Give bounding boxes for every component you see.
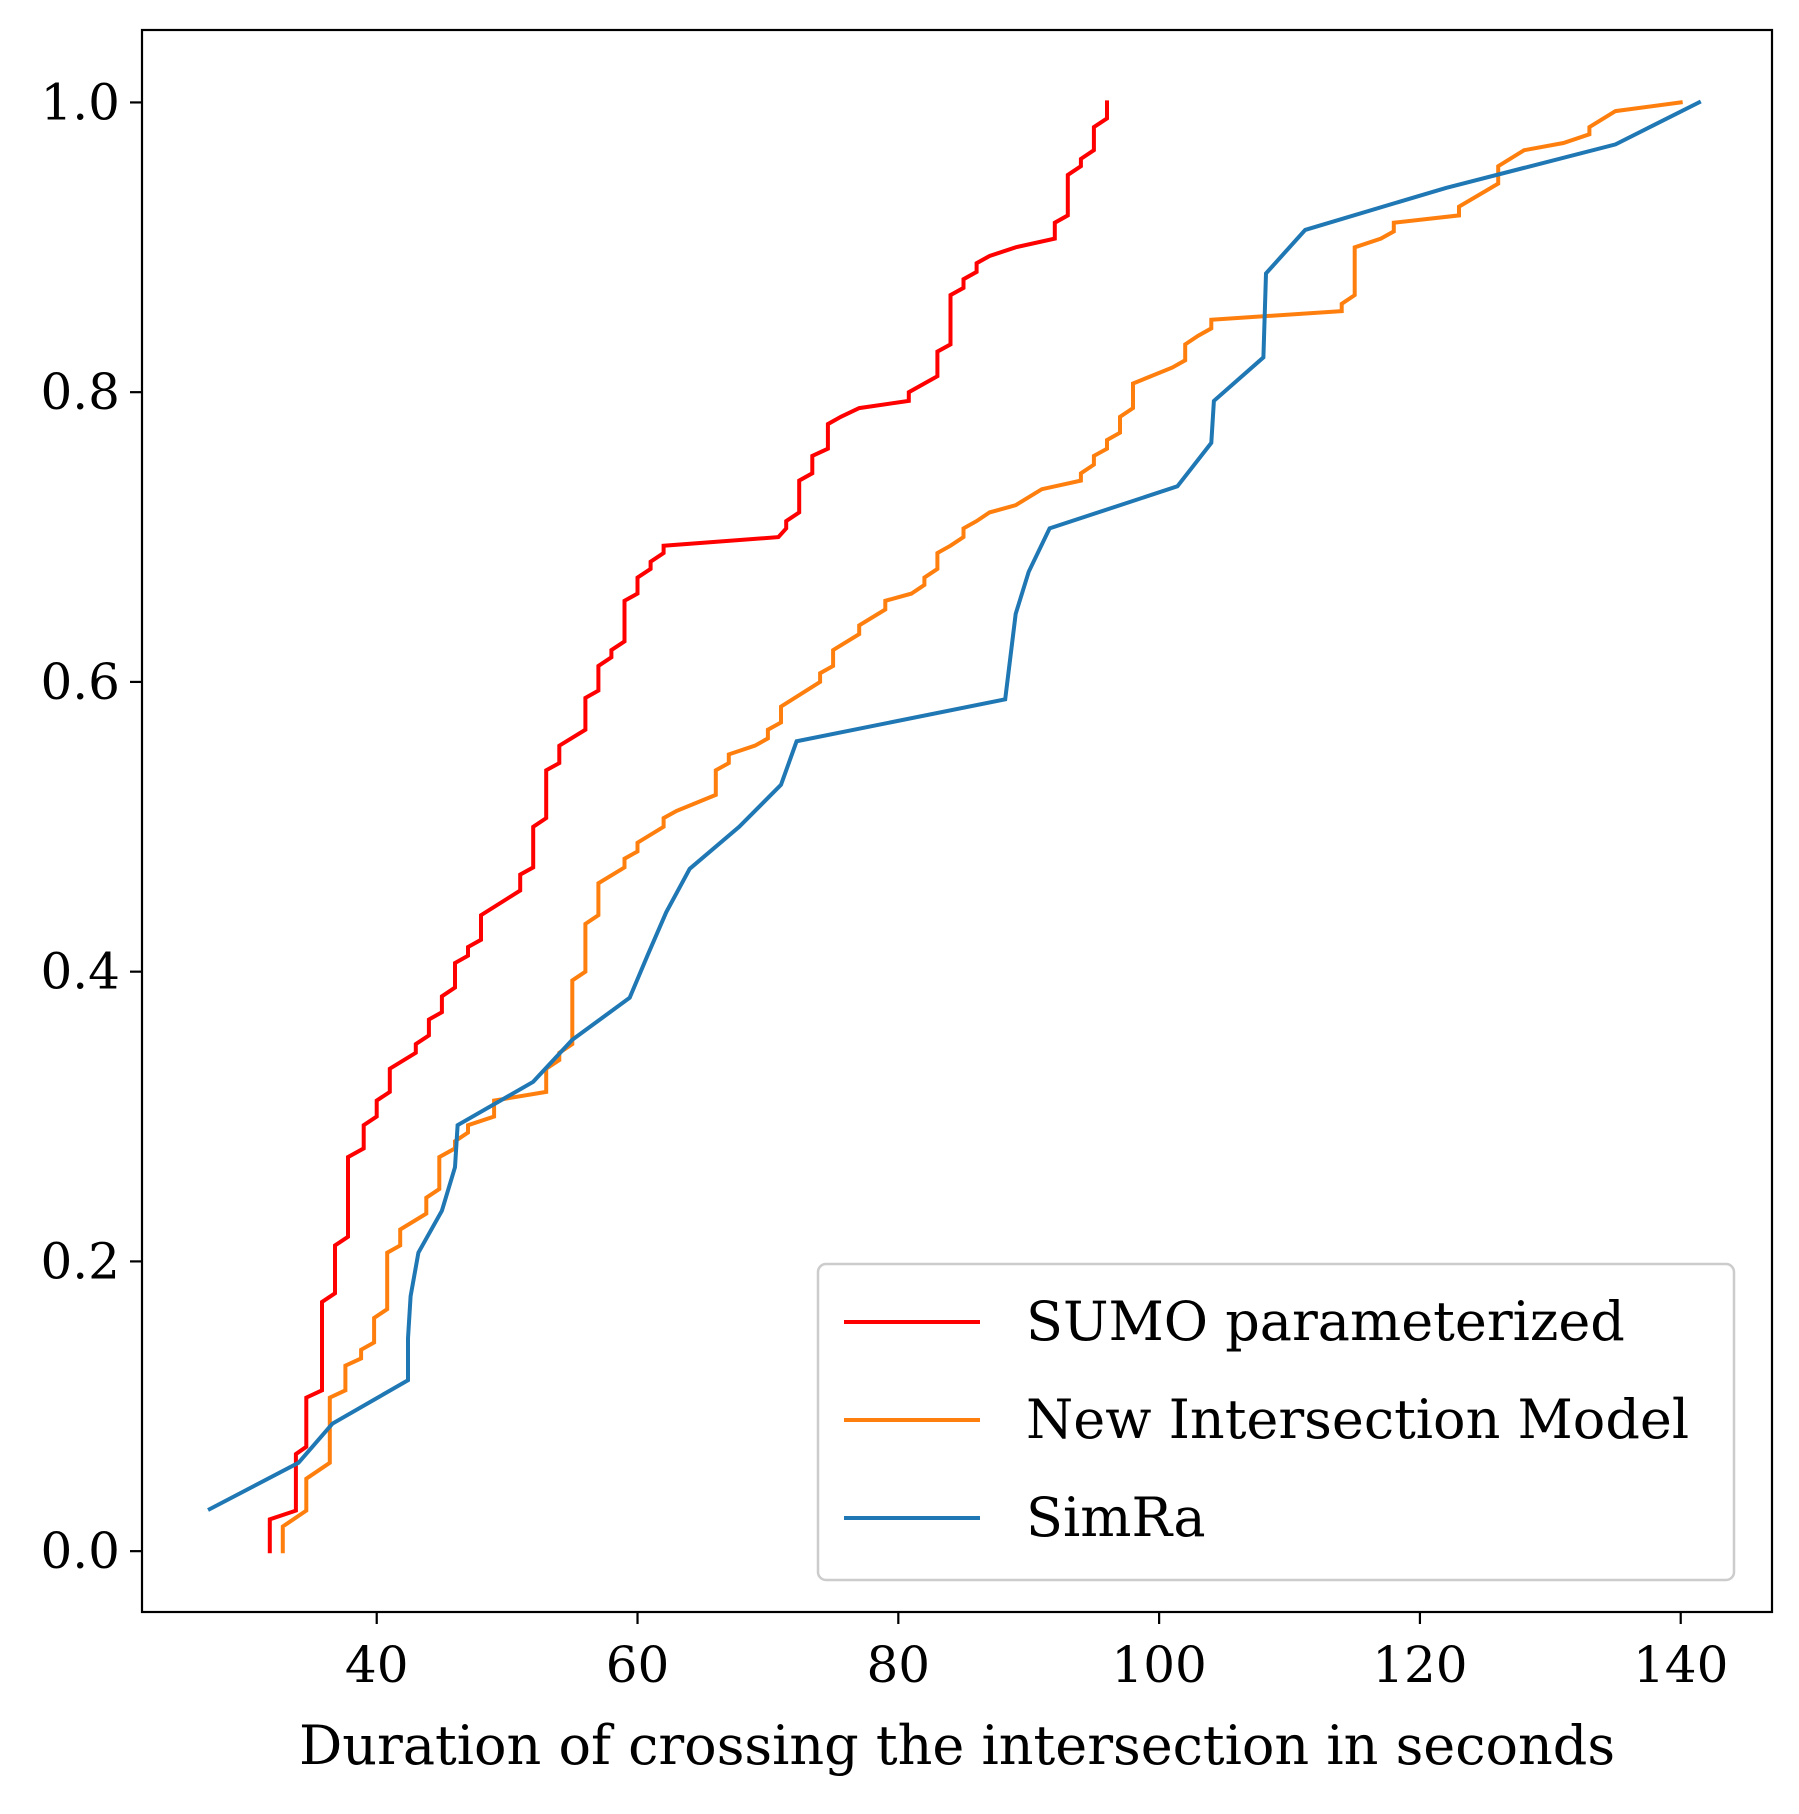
- x-tick-label: 60: [606, 1636, 670, 1694]
- legend-label-simra: SimRa: [1026, 1486, 1206, 1549]
- y-tick-label: 0.2: [40, 1232, 120, 1290]
- x-tick-label: 40: [345, 1636, 409, 1694]
- plot-frame: [140, 28, 1774, 1614]
- legend-box: [816, 1262, 1736, 1582]
- x-axis-label: Duration of crossing the intersection in…: [299, 1714, 1615, 1777]
- y-tick-label: 0.4: [40, 943, 120, 1001]
- series-layer: [207, 99, 1702, 1554]
- y-axis: 0.0 0.2 0.4 0.6 0.8 1.0: [40, 73, 142, 1580]
- y-tick-label: 0.0: [40, 1522, 120, 1580]
- x-tick-label: 100: [1111, 1636, 1206, 1694]
- series-line-new-intersection-model: [280, 100, 1683, 1554]
- y-tick-label: 0.6: [40, 653, 120, 711]
- y-tick-label: 0.8: [40, 363, 120, 421]
- y-tick-label: 1.0: [40, 73, 120, 131]
- legend-label-new-intersection-model: New Intersection Model: [1026, 1388, 1689, 1451]
- series-line-sumo-parameterized: [267, 100, 1109, 1554]
- x-tick-label: 80: [867, 1636, 931, 1694]
- x-axis: 40 60 80 100 120 140: [345, 1612, 1728, 1694]
- series-line-simra: [207, 99, 1702, 1512]
- legend-entries: SUMO parameterized New Intersection Model…: [844, 1290, 1689, 1549]
- x-tick-label: 140: [1633, 1636, 1728, 1694]
- legend-label-sumo-parameterized: SUMO parameterized: [1026, 1290, 1625, 1353]
- x-tick-label: 120: [1372, 1636, 1467, 1694]
- legend: SUMO parameterized New Intersection Model…: [816, 1262, 1736, 1582]
